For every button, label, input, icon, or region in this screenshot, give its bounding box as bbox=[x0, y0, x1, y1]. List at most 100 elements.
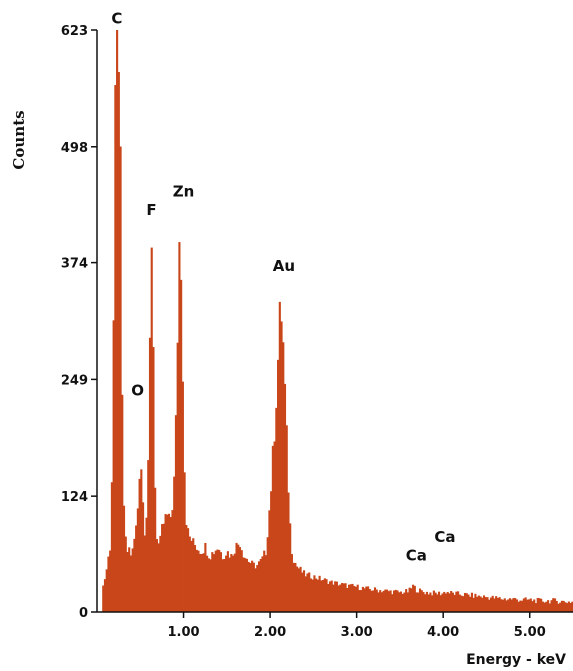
spectrum-bar bbox=[437, 591, 441, 612]
spectrum-bar bbox=[484, 597, 487, 612]
spectrum-bar bbox=[304, 576, 307, 612]
spectrum-bar bbox=[335, 581, 338, 612]
spectrum-bar bbox=[342, 583, 345, 612]
spectrum-bar bbox=[463, 592, 467, 612]
spectrum-bar bbox=[571, 601, 573, 612]
spectrum-bar bbox=[237, 544, 240, 612]
x-tick-label: 1.00 bbox=[168, 625, 200, 640]
spectrum-bar bbox=[521, 600, 524, 612]
spectrum-bar bbox=[384, 589, 387, 612]
spectrum-bar bbox=[434, 592, 437, 612]
spectrum-bar bbox=[263, 550, 266, 612]
spectrum-bar bbox=[193, 545, 197, 612]
spectrum-bar bbox=[155, 539, 158, 612]
spectrum-bar bbox=[453, 594, 456, 612]
spectrum-bar bbox=[399, 591, 403, 612]
spectrum-bar bbox=[431, 595, 434, 612]
spectrum-bar bbox=[174, 415, 178, 612]
spectrum-bar bbox=[448, 593, 451, 612]
spectrum-bar bbox=[308, 572, 311, 612]
spectrum-bar bbox=[249, 562, 252, 612]
spectrum-bar bbox=[346, 587, 349, 612]
spectrum-bar bbox=[410, 588, 413, 612]
spectrum-bar bbox=[135, 525, 138, 612]
spectrum-bar bbox=[211, 552, 214, 612]
spectrum-bar bbox=[122, 505, 126, 612]
spectrum-bar bbox=[417, 592, 420, 612]
peak-label: Au bbox=[273, 257, 295, 275]
spectrum-bar bbox=[349, 584, 352, 612]
spectrum-bar bbox=[545, 601, 548, 612]
spectrum-bar bbox=[387, 591, 390, 612]
spectrum-bar bbox=[297, 568, 300, 612]
spectrum-bar bbox=[436, 594, 439, 612]
spectrum-bar bbox=[159, 535, 162, 612]
spectrum-bar bbox=[368, 588, 371, 612]
spectrum-bar bbox=[264, 555, 268, 612]
spectrum-bar bbox=[498, 597, 501, 612]
spectrum-bar bbox=[406, 592, 409, 612]
spectrum-bar bbox=[145, 517, 148, 612]
y-tick-label: 124 bbox=[61, 490, 88, 505]
spectrum-bar bbox=[200, 554, 203, 612]
spectrum-bar bbox=[373, 587, 377, 612]
y-tick-label: 0 bbox=[79, 606, 88, 621]
spectrum-bar bbox=[192, 538, 195, 612]
spectrum-bar bbox=[441, 593, 444, 612]
spectrum-bar bbox=[306, 573, 309, 612]
spectrum-bar bbox=[235, 542, 238, 612]
spectrum-bar bbox=[102, 585, 105, 612]
spectrum-bar bbox=[427, 594, 430, 612]
spectrum-bar bbox=[302, 570, 306, 612]
spectrum-bar bbox=[315, 578, 318, 612]
spectrum-bar bbox=[245, 558, 248, 612]
spectrum-bar bbox=[116, 30, 119, 612]
spectrum-bar bbox=[569, 602, 572, 612]
spectrum-bar bbox=[169, 517, 172, 612]
spectrum-bar bbox=[489, 597, 493, 612]
spectrum-bar bbox=[470, 592, 474, 612]
spectrum-bar bbox=[157, 543, 160, 612]
peak-label: Ca bbox=[434, 528, 455, 546]
spectrum-bar bbox=[455, 591, 458, 612]
spectrum-bar bbox=[425, 591, 428, 612]
spectrum-bar bbox=[112, 320, 115, 612]
spectrum-bar bbox=[496, 597, 499, 612]
spectrum-bar bbox=[361, 586, 364, 612]
spectrum-bar bbox=[228, 557, 231, 612]
spectrum-bar bbox=[482, 595, 486, 612]
spectrum-bar bbox=[502, 599, 505, 612]
spectrum-bar bbox=[508, 598, 512, 612]
spectrum-bar bbox=[462, 596, 465, 612]
spectrum-bar bbox=[507, 599, 510, 612]
spectrum-bar bbox=[252, 562, 255, 612]
y-tick-label: 623 bbox=[61, 24, 88, 39]
spectrum-bar bbox=[382, 590, 385, 612]
spectrum-bar bbox=[242, 557, 245, 612]
spectrum-bar bbox=[529, 598, 532, 612]
spectrum-bar bbox=[334, 581, 337, 612]
spectrum-bar bbox=[311, 579, 314, 612]
spectrum-bar bbox=[129, 555, 133, 612]
spectrum-bar bbox=[136, 508, 139, 612]
spectrum-bar bbox=[294, 562, 297, 612]
spectrum-bar bbox=[282, 342, 285, 612]
spectrum-bar bbox=[273, 441, 276, 612]
spectrum-bar bbox=[566, 603, 569, 612]
spectrum-bar bbox=[204, 542, 207, 612]
spectrum-bar bbox=[187, 528, 190, 612]
spectrum-bar bbox=[176, 342, 179, 612]
spectrum-bar bbox=[225, 555, 228, 612]
spectrum-bar bbox=[500, 599, 503, 612]
spectrum-bar bbox=[226, 551, 229, 612]
spectrum-bar bbox=[493, 598, 496, 612]
spectrum-bar bbox=[458, 594, 461, 612]
spectrum-bar bbox=[351, 583, 354, 612]
spectrum-bar bbox=[257, 561, 261, 612]
spectrum-bar bbox=[533, 599, 536, 612]
spectrum-bar bbox=[567, 601, 570, 612]
peak-label: C bbox=[111, 9, 122, 27]
spectrum-bar bbox=[467, 594, 470, 612]
spectrum-bar bbox=[147, 460, 150, 612]
spectrum-bar bbox=[256, 565, 259, 612]
